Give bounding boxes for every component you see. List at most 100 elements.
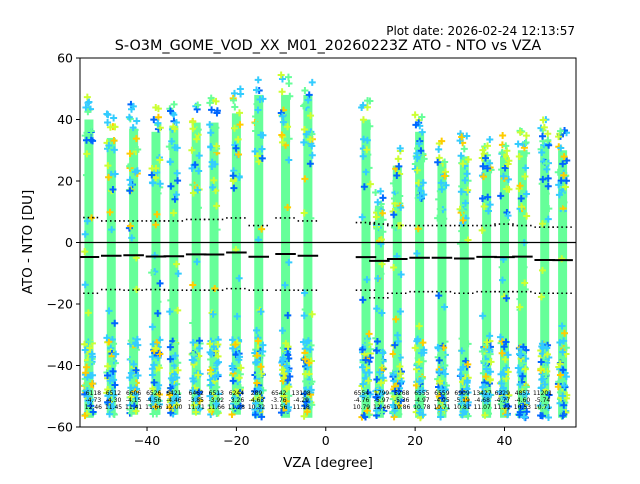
scatter-column-core [392, 165, 402, 418]
scatter-point [560, 171, 568, 179]
scatter-point [457, 366, 465, 374]
scatter-point [479, 146, 487, 154]
scatter-point [110, 114, 118, 122]
chart-title: S-O3M_GOME_VOD_XX_M01_20260223Z ATO - NT… [115, 38, 542, 54]
scatter-point [378, 209, 386, 217]
scatter-point [154, 189, 162, 197]
scatter-point [126, 176, 134, 184]
scatter-point [523, 408, 531, 416]
scatter-point [487, 358, 495, 366]
scatter-point [504, 368, 512, 376]
scatter-point [150, 361, 158, 369]
scatter-point [397, 204, 405, 212]
scatter-point [148, 171, 156, 179]
scatter-point [148, 365, 156, 373]
scatter-point [148, 323, 156, 331]
scatter-point [441, 361, 449, 369]
column-stat-sd: 11.66 [145, 404, 162, 411]
scatter-point [86, 338, 94, 346]
scatter-point [538, 149, 546, 157]
scatter-point [303, 339, 311, 347]
scatter-point [542, 363, 550, 371]
scatter-point [258, 145, 266, 153]
scatter-point [482, 365, 490, 373]
scatter-column-core [231, 113, 241, 415]
scatter-point [258, 154, 266, 162]
scatter-point [556, 371, 564, 379]
scatter-point [463, 401, 471, 409]
scatter-point [150, 116, 158, 124]
scatter-point [172, 260, 180, 268]
scatter-point [523, 149, 531, 157]
column-stat-sd: 12.46 [85, 404, 102, 411]
scatter-point [480, 357, 488, 365]
scatter-point [516, 128, 524, 136]
column-stat-n: 13427 [473, 390, 492, 397]
scatter-point [213, 226, 221, 234]
scatter-point [504, 402, 512, 410]
scatter-point [377, 236, 385, 244]
scatter-point [366, 180, 374, 188]
scatter-point [458, 388, 466, 396]
scatter-point [562, 344, 570, 352]
scatter-point [156, 279, 164, 287]
scatter-point [363, 146, 371, 154]
scatter-point [104, 119, 112, 127]
column-stat-mean: -5.74 [535, 397, 551, 404]
scatter-point [151, 344, 159, 352]
scatter-column [372, 187, 388, 419]
scatter-point [207, 381, 215, 389]
scatter-point [373, 305, 381, 313]
scatter-point [544, 130, 552, 138]
scatter-point [417, 147, 425, 155]
scatter-point [108, 184, 116, 192]
scatter-point [86, 344, 94, 352]
scatter-point [189, 338, 197, 346]
column-stat-n: 289 [251, 390, 263, 397]
scatter-point [363, 337, 371, 345]
scatter-point [359, 392, 367, 400]
scatter-point [484, 393, 492, 401]
scatter-point [154, 298, 162, 306]
column-stat-sd: 10.79 [353, 404, 370, 411]
scatter-point [208, 309, 216, 317]
scatter-point [480, 203, 488, 211]
scatter-point [284, 123, 292, 131]
scatter-point [284, 376, 292, 384]
scatter-point [440, 303, 448, 311]
scatter-point [504, 160, 512, 168]
scatter-point [285, 403, 293, 411]
scatter-point [206, 121, 214, 129]
scatter-point [127, 409, 135, 417]
scatter-point [127, 369, 135, 377]
scatter-point [110, 340, 118, 348]
scatter-point [498, 148, 506, 156]
scatter-point [499, 131, 507, 139]
scatter-point [520, 413, 528, 421]
scatter-point [132, 135, 140, 143]
scatter-point [365, 369, 373, 377]
scatter-point [376, 368, 384, 376]
scatter-point [560, 198, 568, 206]
scatter-point [556, 360, 564, 368]
scatter-point [557, 144, 565, 152]
scatter-point [230, 89, 238, 97]
scatter-point [131, 339, 139, 347]
scatter-column-core [106, 137, 116, 415]
x-tick-label: −20 [223, 433, 249, 448]
scatter-point [259, 131, 267, 139]
scatter-column-core [191, 122, 201, 415]
scatter-point [479, 194, 487, 202]
scatter-point [281, 281, 289, 289]
scatter-point [149, 410, 157, 418]
y-tick-label: 60 [57, 51, 73, 66]
scatter-point [498, 349, 506, 357]
scatter-point [171, 143, 179, 151]
scatter-point [502, 142, 510, 150]
scatter-point [81, 248, 89, 256]
scatter-point [301, 86, 309, 94]
scatter-column [456, 130, 472, 420]
scatter-point [365, 164, 373, 172]
scatter-point [419, 393, 427, 401]
scatter-point [81, 230, 89, 238]
